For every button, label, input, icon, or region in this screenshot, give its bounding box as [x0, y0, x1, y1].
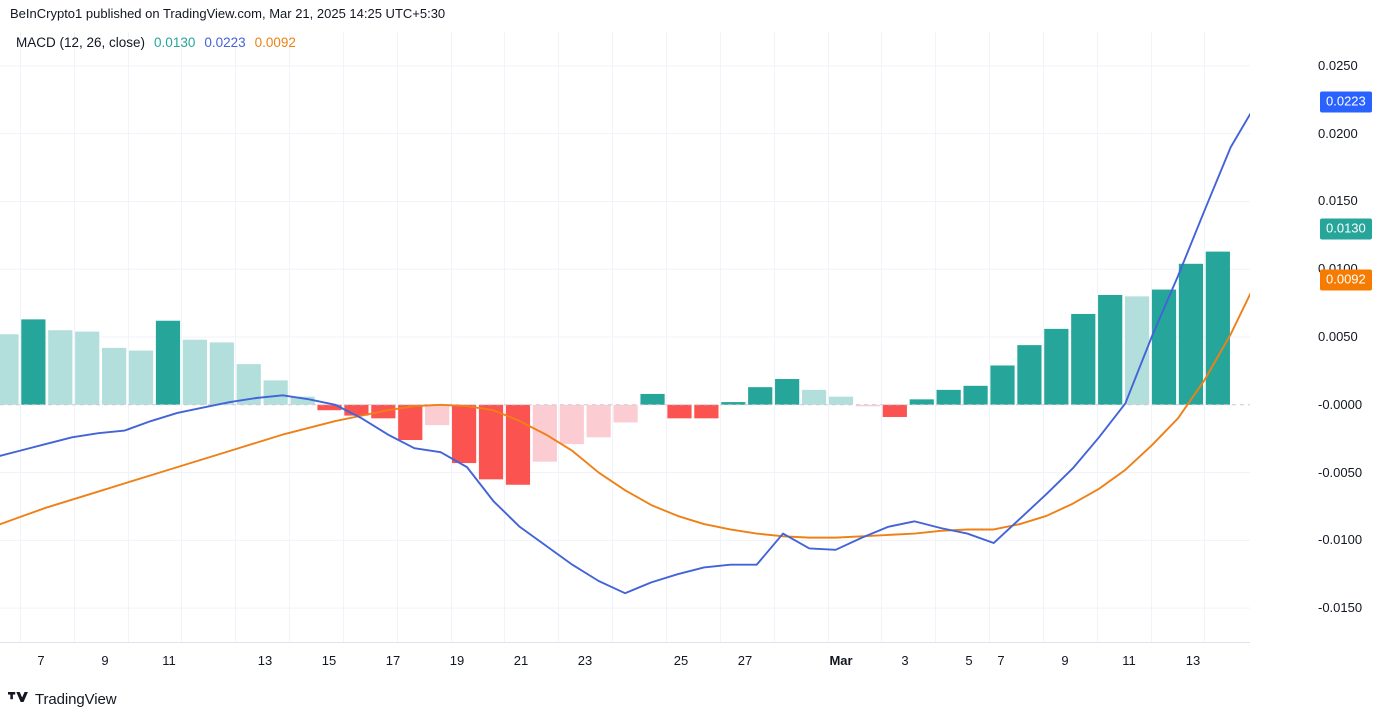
histogram-bar: [559, 404, 584, 445]
time-axis-tick: 7: [997, 653, 1005, 668]
histogram-bar: [102, 347, 127, 405]
time-axis-tick: 3: [901, 653, 909, 668]
histogram-bar: [613, 404, 638, 423]
histogram-bar: [1125, 296, 1150, 405]
histogram-bar: [748, 387, 773, 405]
histogram-bar: [128, 350, 154, 405]
histogram-bar: [909, 399, 934, 405]
time-axis-tick: 5: [965, 653, 973, 668]
histogram-bar: [398, 404, 423, 441]
time-axis-tick: 23: [577, 653, 593, 668]
macd-chart-svg: [0, 32, 1250, 642]
histogram-bar: [586, 404, 611, 438]
histogram-bar: [855, 404, 880, 407]
indicator-title: MACD (12, 26, close): [16, 35, 146, 50]
histogram-bar: [21, 319, 46, 405]
chart-plot-area[interactable]: [0, 32, 1250, 642]
histogram-bar: [0, 334, 19, 405]
histogram-bar: [344, 404, 369, 416]
histogram-value-badge[interactable]: 0.0130: [1320, 218, 1372, 240]
histogram-bar: [801, 389, 827, 405]
tradingview-brand[interactable]: TradingView: [8, 690, 117, 709]
time-axis-tick: 13: [257, 653, 273, 668]
time-axis-tick: 7: [37, 653, 45, 668]
price-axis-tick: -0.0000: [1318, 396, 1363, 412]
legend-signal-value: 0.0092: [254, 35, 296, 50]
price-axis-tick: 0.0150: [1318, 193, 1358, 209]
tradingview-logo-icon: [8, 690, 28, 709]
histogram-bar: [425, 404, 450, 426]
histogram-bar: [182, 339, 207, 405]
time-axis-tick: 11: [162, 653, 176, 668]
histogram-bar: [209, 342, 234, 405]
histogram-bar: [775, 379, 800, 405]
time-axis-tick: 27: [737, 653, 753, 668]
time-axis-tick: Mar: [829, 653, 853, 668]
histogram-bar: [667, 404, 692, 419]
time-axis-tick: 11: [1122, 653, 1136, 668]
histogram-bar: [990, 365, 1015, 405]
histogram-bars: [0, 251, 1230, 485]
histogram-bar: [694, 404, 719, 419]
indicator-legend[interactable]: MACD (12, 26, close) 0.0130 0.0223 0.0092: [16, 35, 296, 51]
price-axis-tick: -0.0150: [1318, 600, 1363, 616]
histogram-bar: [1071, 313, 1096, 405]
histogram-bar: [963, 385, 988, 405]
publish-attribution-line: BeInCrypto1 published on TradingView.com…: [10, 6, 446, 21]
time-axis-tick: 17: [385, 653, 401, 668]
legend-histogram-value: 0.0130: [154, 35, 196, 50]
histogram-bar: [155, 320, 181, 405]
histogram-bar: [478, 404, 504, 480]
time-axis-tick: 13: [1185, 653, 1201, 668]
tradingview-wordmark: TradingView: [35, 690, 117, 708]
price-axis-tick: -0.0050: [1318, 464, 1363, 480]
histogram-bar: [721, 402, 746, 405]
histogram-bar: [290, 396, 315, 405]
time-scale[interactable]: 7 9 11 13 15 17 19 21 23 25 27 Mar 3 5 7 9 11 13: [0, 642, 1250, 677]
macd-line-path: [0, 112, 1250, 595]
time-axis-tick: 25: [673, 653, 689, 668]
histogram-bar: [505, 404, 531, 485]
time-axis-tick: 9: [101, 653, 109, 668]
signal-value-badge[interactable]: 0.0092: [1320, 269, 1372, 291]
vertical-gridlines: [20, 32, 1205, 642]
price-axis-tick: 0.0200: [1318, 125, 1358, 141]
histogram-bar: [1178, 263, 1204, 405]
histogram-bar: [1044, 328, 1069, 405]
time-axis-tick: 9: [1061, 653, 1069, 668]
time-axis-tick: 19: [449, 653, 465, 668]
histogram-bar: [263, 380, 288, 405]
histogram-bar: [317, 404, 342, 411]
time-axis-tick: 15: [321, 653, 337, 668]
price-axis-tick: 0.0250: [1318, 57, 1358, 73]
histogram-bar: [828, 396, 854, 405]
histogram-bar: [1098, 294, 1123, 405]
horizontal-gridlines: [0, 65, 1250, 609]
macd-value-badge[interactable]: 0.0223: [1320, 91, 1372, 113]
price-axis-tick: -0.0100: [1318, 532, 1363, 548]
histogram-bar: [1205, 251, 1230, 405]
histogram-bar: [1017, 345, 1042, 405]
histogram-bar: [640, 393, 665, 405]
histogram-bar: [882, 404, 907, 417]
price-scale[interactable]: 0.02500.02000.01500.01000.0050-0.0000-0.…: [1250, 32, 1400, 642]
histogram-bar: [452, 404, 477, 464]
time-axis-tick: 21: [513, 653, 529, 668]
signal-line-path: [0, 292, 1250, 539]
histogram-bar: [75, 331, 100, 405]
price-axis-tick: 0.0050: [1318, 329, 1358, 344]
histogram-bar: [936, 389, 961, 405]
histogram-bar: [48, 330, 73, 405]
legend-macd-value: 0.0223: [204, 35, 246, 50]
